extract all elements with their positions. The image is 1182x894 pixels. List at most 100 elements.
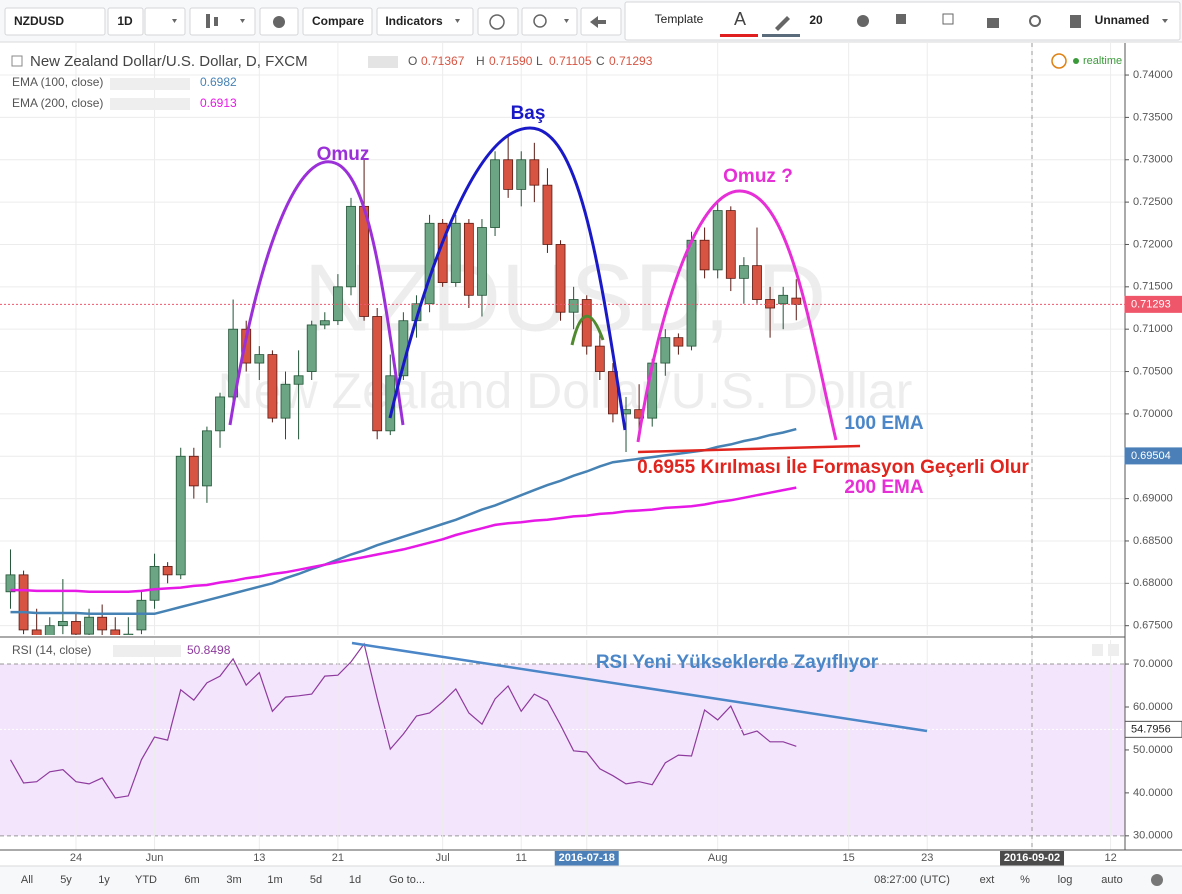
x-tick-label: Jun [146, 852, 164, 864]
candle-icon [214, 17, 218, 26]
symbol[interactable]: NZDUSD [14, 14, 64, 28]
candle-body [542, 184, 553, 245]
layout-name[interactable]: Unnamed [1095, 13, 1150, 27]
range-button[interactable]: 1m [267, 874, 282, 886]
gear-icon [857, 15, 869, 27]
interval[interactable]: 1D [117, 14, 133, 28]
candle-body [5, 574, 16, 593]
x-tick-label: 11 [516, 852, 527, 864]
axis-option[interactable]: log [1058, 874, 1073, 886]
y-tick-label: 0.72500 [1133, 196, 1173, 208]
series-line [10, 427, 797, 616]
interval-box[interactable] [107, 7, 144, 36]
template[interactable]: Template [655, 12, 704, 26]
y-tick-label: 60.0000 [1133, 701, 1173, 713]
annotation: 200 EMA [844, 477, 923, 498]
y-tick-label: 0.67500 [1133, 620, 1173, 632]
candle-body [18, 574, 29, 631]
candle-body [110, 629, 121, 635]
compare[interactable]: Compare [312, 14, 364, 28]
ohlc-name: L [536, 54, 543, 68]
clock: 08:27:00 (UTC) [874, 874, 950, 886]
dropdown-caret [1162, 19, 1168, 23]
x-tick-label: 13 [253, 852, 265, 864]
axis-option[interactable]: % [1020, 874, 1030, 886]
candle-body [765, 299, 775, 309]
annotation: Omuz [317, 144, 370, 165]
price-pane: NZDUSD, D New Zealand Dollar/U.S. Dollar [0, 42, 1125, 635]
symbol-box[interactable] [4, 7, 106, 36]
compare-button[interactable] [302, 7, 373, 36]
series-line [10, 486, 797, 594]
range-button[interactable]: 5y [60, 874, 72, 886]
date-badge [554, 851, 619, 866]
gear-icon [273, 16, 285, 28]
hint-button[interactable] [521, 7, 578, 36]
status-dot [1073, 58, 1079, 64]
legend-buttons[interactable] [113, 645, 181, 657]
font-size[interactable]: 20 [809, 13, 823, 27]
price-marker-label: 0.71293 [1131, 298, 1171, 310]
dropdown-caret [172, 19, 177, 23]
range-button[interactable]: 1d [349, 874, 361, 886]
candle-body [202, 430, 212, 487]
range-button[interactable]: 3m [226, 874, 241, 886]
y-tick-label: 0.73500 [1133, 111, 1173, 123]
candle-body [31, 629, 42, 635]
legend-buttons[interactable] [110, 78, 190, 90]
toolbar-icons [172, 13, 1168, 37]
axis-option[interactable]: ext [980, 874, 995, 886]
candle-body [752, 265, 762, 300]
candle-body [699, 239, 710, 271]
range-button[interactable]: All [21, 874, 33, 886]
date-badge [1000, 851, 1065, 866]
range-button[interactable]: 6m [184, 874, 199, 886]
goto[interactable]: Go to... [389, 874, 425, 886]
range-button[interactable]: 5d [310, 874, 322, 886]
chart-style[interactable] [189, 7, 256, 36]
x-tick-label: 12 [1104, 852, 1116, 864]
candle-body [71, 621, 81, 635]
axis-option[interactable]: auto [1101, 874, 1122, 886]
y-tick-label: 0.74000 [1133, 69, 1173, 81]
y-tick-label: 0.70500 [1133, 365, 1173, 377]
candle-body [332, 286, 343, 322]
indicator-name: EMA (100, close) [12, 75, 103, 89]
indicators[interactable]: Indicators [385, 14, 443, 28]
alert-button[interactable] [477, 7, 519, 36]
pane-button[interactable] [1092, 644, 1103, 656]
candle-body [516, 159, 527, 190]
dropdown-caret [455, 19, 460, 23]
price-marker [1124, 720, 1182, 738]
x-tick-label: 24 [70, 852, 82, 864]
ohlc-name: H [476, 54, 485, 68]
layer-icon [896, 14, 906, 24]
watermark-sub: New Zealand Dollar/U.S. Dollar [218, 363, 913, 419]
candle-body [791, 297, 802, 305]
price-marker [1124, 447, 1182, 465]
annotation: 100 EMA [844, 413, 923, 434]
y-tick-label: 30.0000 [1133, 830, 1173, 842]
font-icon[interactable]: A [734, 9, 746, 29]
candle-body [463, 222, 474, 296]
candle-body [84, 616, 94, 635]
color-swatch [762, 34, 800, 37]
range-button[interactable]: YTD [135, 874, 157, 886]
rsi-band [0, 664, 1125, 836]
annotation: Omuz ? [723, 166, 793, 187]
candle-body [215, 396, 225, 432]
annotation: RSI Yeni Yükseklerde Zayıflıyor [596, 652, 879, 673]
legend-buttons[interactable] [368, 56, 398, 68]
collapse-icon[interactable] [11, 55, 23, 67]
interval-menu[interactable] [144, 7, 186, 36]
legend-buttons[interactable] [110, 98, 190, 110]
candle-body [136, 599, 147, 631]
settings-icon[interactable] [1151, 874, 1163, 886]
legend-title: New Zealand Dollar/U.S. Dollar, D, FXCM [30, 53, 308, 70]
dropdown-caret [240, 19, 245, 23]
candle-icon [206, 14, 210, 28]
range-button[interactable]: 1y [98, 874, 110, 886]
pane-button[interactable] [1108, 644, 1119, 656]
candle-body [228, 328, 239, 398]
indicators-button[interactable] [376, 7, 474, 36]
